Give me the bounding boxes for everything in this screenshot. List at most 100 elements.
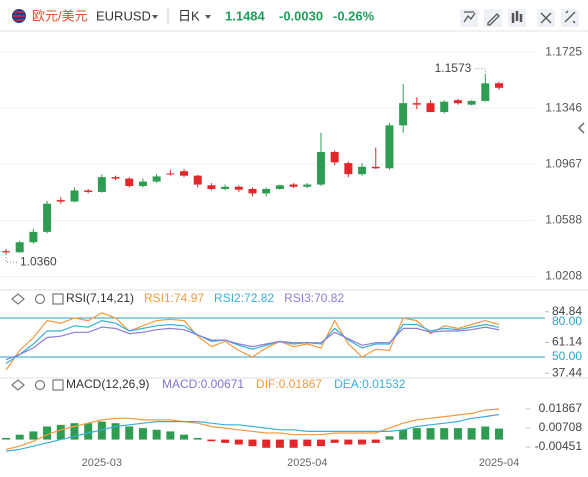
y-tick-label: 1.0967 [545,156,582,170]
macd-bar [262,439,271,448]
visibility-icon[interactable] [11,379,25,391]
y-tick-label: 1.0588 [545,213,582,227]
settings-button[interactable] [561,9,579,27]
candle-body [412,103,421,105]
y-tick-label: 0.00708 [539,420,583,434]
checkbox[interactable] [52,379,64,391]
macd-bar [316,439,325,447]
candle-body [221,186,230,189]
candle-body [43,203,52,232]
candle-body [467,100,476,105]
macd-bar [344,439,353,445]
x-tick-label: 2025-03 [82,457,122,469]
candle-body [97,177,106,192]
candle-body [275,185,284,189]
macd-bar [385,436,394,440]
macd-bar [97,421,106,440]
candle-body [481,83,490,101]
draw-icon [487,13,500,26]
macd-bar [303,439,312,447]
checkbox[interactable] [52,293,64,305]
macd-bar [440,428,449,440]
y-tick-label: -0.00451 [535,439,583,453]
macd-bar [125,426,134,440]
indicator-button[interactable] [460,9,478,27]
y-tick-label: 0.01867 [539,401,583,415]
macd-bar [70,423,79,440]
macd-bar [166,431,175,440]
macd-bar [207,439,216,442]
macd-bar [193,437,202,440]
macd-bar [2,437,10,440]
macd-bar [358,439,367,445]
candle-body [289,184,298,187]
candle-body [358,166,367,175]
pair-name[interactable]: 欧元/美元 [32,8,88,23]
candle-body [234,186,243,190]
indicator-icon [463,11,476,23]
candle-body [262,188,271,194]
indicator-title: MACD(12,26,9) [66,377,149,391]
collapse-arrow[interactable] [577,122,585,134]
macd-bar [371,439,380,443]
indicator-line [5,413,500,452]
visibility-icon[interactable] [11,293,25,305]
candle-body [125,178,134,187]
macd-bar [221,439,230,443]
candle-body [166,173,175,175]
dropdown-arrow[interactable] [205,15,211,19]
macd-bar [275,439,284,448]
change-pct: -0.26% [333,8,375,23]
macd-bar [15,434,24,440]
candle-body [385,125,394,169]
y-tick-label: 61.14 [552,335,582,349]
macd-bar [467,428,476,440]
y-tick-label: 1.0208 [545,269,582,283]
macd-bar [481,426,490,440]
macd-bar [426,428,435,440]
candle-body [84,190,93,192]
macd-bar [29,431,38,440]
candle-body [152,176,161,182]
candle-body [426,103,435,113]
flag-stripes [13,11,25,21]
macd-bar [84,423,93,440]
indicator-line [5,408,500,450]
dropdown-arrow[interactable] [152,15,158,19]
candle-body [180,171,189,176]
header: 欧元/美元 EURUSD 日K 1.1484 -0.0030 -0.26% [0,8,588,32]
macd-bar [453,428,462,440]
y-tick-label: 1.1725 [545,44,582,58]
macd-bar [495,428,503,440]
macd-bar [248,439,257,447]
fullscreen-icon [540,12,552,24]
macd-bar [43,426,52,440]
candle-body [56,200,65,202]
symbol[interactable]: EURUSD [96,8,151,23]
x-tick-label: 2025-04 [479,457,519,469]
settings-icon[interactable] [34,293,46,305]
macd-bar [289,439,298,448]
macd-bar [138,428,147,440]
candle-body [344,163,353,175]
level-label: 80.00 [552,314,582,328]
x-tick-label: 2025-04 [287,457,327,469]
settings-icon[interactable] [34,379,46,391]
y-tick-label: 84.84 [552,304,582,318]
indicator-line [5,312,500,371]
candle-body [453,100,462,104]
legend-entry: DEA:0.01532 [334,377,406,391]
candle-body [330,151,339,163]
macd-bar [111,423,120,440]
annotation-label: 1.0360 [20,254,57,268]
macd-bar [330,439,339,443]
candle-body [111,177,120,179]
period[interactable]: 日K [178,8,200,23]
candle-body [399,103,408,126]
macd-bar [152,429,161,440]
macd-bar [399,429,408,440]
candle-body [2,251,10,253]
change: -0.0030 [279,8,323,23]
macd-bar [180,434,189,440]
